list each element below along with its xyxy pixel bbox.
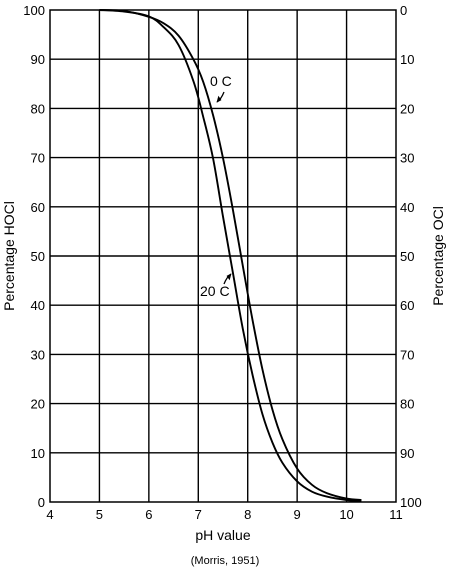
y2-tick-label: 100 bbox=[400, 495, 422, 510]
series-line-20c bbox=[99, 9, 362, 502]
y2-tick-label: 0 bbox=[400, 3, 407, 18]
y2-tick-label: 80 bbox=[400, 397, 414, 412]
tick-labels: 4 5 6 7 8 9 10 11010203040506070809010010090807… bbox=[23, 3, 421, 522]
y-tick-label: 90 bbox=[31, 52, 45, 67]
series-line-0c bbox=[99, 9, 362, 501]
y2-tick-label: 70 bbox=[400, 347, 414, 362]
annotation-20c-label: 20 C bbox=[200, 283, 230, 299]
y-tick-label: 0 bbox=[38, 495, 45, 510]
y-tick-label: 50 bbox=[31, 249, 45, 264]
plot-frame bbox=[49, 9, 397, 503]
x-tick-label: 5 bbox=[96, 507, 103, 522]
y-tick-label: 40 bbox=[31, 298, 45, 313]
curves bbox=[99, 9, 362, 502]
source-note: (Morris, 1951) bbox=[191, 555, 259, 567]
y-axis-title: Percentage HOCl bbox=[1, 201, 17, 311]
y-tick-label: 70 bbox=[31, 151, 45, 166]
y2-tick-label: 20 bbox=[400, 101, 414, 116]
annotation-0c-label: 0 C bbox=[210, 73, 232, 89]
y-tick-label: 60 bbox=[31, 200, 45, 215]
y-tick-label: 100 bbox=[23, 3, 45, 18]
y2-tick-label: 30 bbox=[400, 151, 414, 166]
x-tick-label: 9 bbox=[294, 507, 301, 522]
x-tick-label: 8 bbox=[244, 507, 251, 522]
y2-axis-title: Percentage OCl bbox=[430, 206, 446, 306]
y-tick-label: 30 bbox=[31, 347, 45, 362]
y2-tick-label: 40 bbox=[400, 200, 414, 215]
annotation-20c-arrowhead bbox=[226, 273, 232, 281]
x-tick-label: 11 bbox=[389, 507, 403, 522]
x-tick-label: 6 bbox=[145, 507, 152, 522]
y-tick-label: 20 bbox=[31, 397, 45, 412]
x-axis-title: pH value bbox=[195, 527, 250, 543]
annotation-0c-arrowhead bbox=[216, 95, 222, 103]
x-tick-label: 7 bbox=[195, 507, 202, 522]
y2-tick-label: 50 bbox=[400, 249, 414, 264]
y2-tick-label: 90 bbox=[400, 446, 414, 461]
y-tick-label: 10 bbox=[31, 446, 45, 461]
x-tick-label: 10 bbox=[339, 507, 353, 522]
y2-tick-label: 10 bbox=[400, 52, 414, 67]
annotations: 0 C 20 C bbox=[200, 73, 232, 299]
x-tick-label: 4 bbox=[46, 507, 53, 522]
y-tick-label: 80 bbox=[31, 101, 45, 116]
y2-tick-label: 60 bbox=[400, 298, 414, 313]
